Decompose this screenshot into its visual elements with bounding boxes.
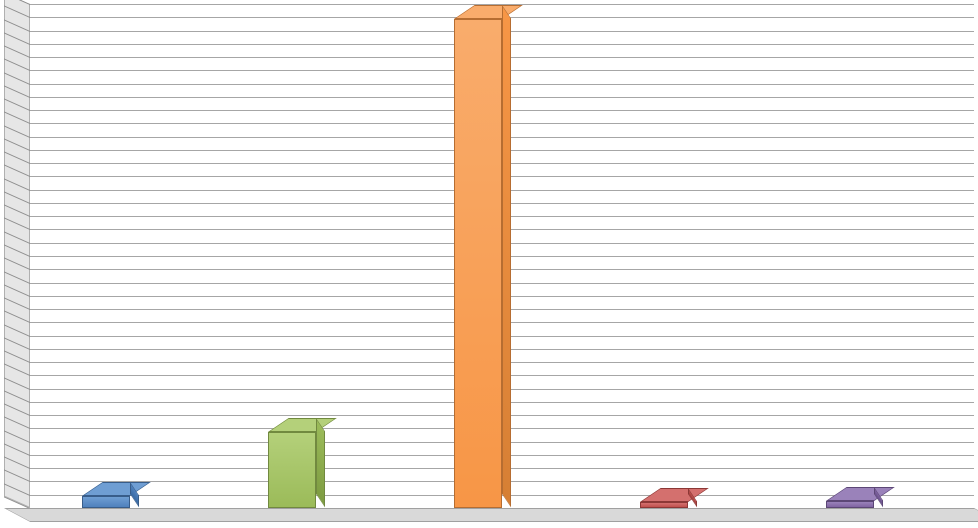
bar-3-top-face <box>454 5 523 19</box>
bar-1-top-face <box>82 482 151 496</box>
bar-5-front-face <box>826 501 874 508</box>
bar-3-front-face <box>454 19 502 508</box>
bar-1 <box>82 496 130 508</box>
chart-floor <box>4 508 978 522</box>
chart-side-wall <box>4 0 30 508</box>
bar-2-side-face <box>316 418 325 507</box>
bar-3 <box>454 19 502 508</box>
chart-plot-area <box>30 4 974 508</box>
bar-1-front-face <box>82 496 130 508</box>
bar-2-front-face <box>268 432 316 508</box>
bar-3-side-face <box>502 5 511 508</box>
bar-4-front-face <box>640 502 688 508</box>
bar-2 <box>268 432 316 508</box>
bar-5-top-face <box>826 487 895 501</box>
bar-4 <box>640 502 688 508</box>
bar-chart-3d <box>0 0 978 528</box>
bar-5 <box>826 501 874 508</box>
bar-4-top-face <box>640 488 709 502</box>
bar-2-top-face <box>268 418 337 432</box>
